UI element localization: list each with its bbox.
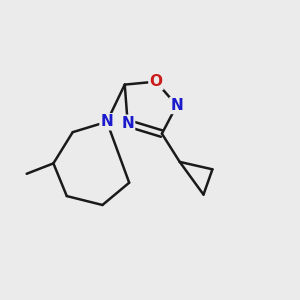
Text: O: O xyxy=(149,74,162,89)
Text: N: N xyxy=(100,114,113,129)
Text: N: N xyxy=(121,116,134,131)
Text: N: N xyxy=(170,98,183,113)
